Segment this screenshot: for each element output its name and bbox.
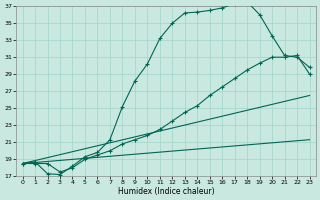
X-axis label: Humidex (Indice chaleur): Humidex (Indice chaleur) xyxy=(118,187,214,196)
